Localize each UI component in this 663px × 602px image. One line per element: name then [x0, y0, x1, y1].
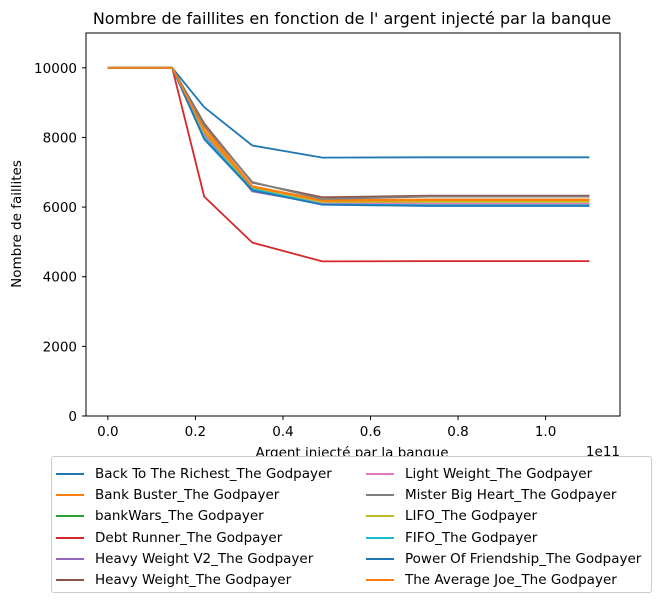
x-tick-label: 0.4: [272, 424, 293, 440]
x-tick-label: 0.0: [97, 424, 118, 440]
legend-item: The Average Joe_The Godpayer: [366, 570, 617, 590]
y-tick-label: 4000: [43, 270, 77, 286]
y-tick-label: 0: [68, 409, 77, 425]
legend-label: bankWars_The Godpayer: [95, 508, 264, 525]
legend-item: Heavy Weight V2_The Godpayer: [56, 549, 313, 569]
x-axis-ticks: 0.0 0.2 0.4 0.6 0.8 1.0: [97, 416, 556, 440]
y-tick-label: 6000: [43, 200, 77, 216]
legend-item: Power Of Friendship_The Godpayer: [366, 549, 641, 569]
x-tick-label: 0.8: [447, 424, 468, 440]
legend-swatch: [56, 494, 84, 497]
legend-swatch: [366, 494, 394, 497]
legend-label: Light Weight_The Godpayer: [405, 466, 593, 482]
series-line-9: [107, 66, 590, 203]
legend-swatch: [56, 515, 84, 518]
x-tick-label: 0.6: [360, 424, 381, 440]
legend-item: FIFO_The Godpayer: [366, 528, 537, 548]
legend-item: bankWars_The Godpayer: [56, 506, 264, 526]
y-axis-ticks: 0 2000 4000 6000 8000 10000: [34, 61, 86, 425]
legend-swatch: [56, 536, 84, 539]
legend-label: The Average Joe_The Godpayer: [405, 572, 617, 588]
legend-swatch: [366, 557, 394, 560]
series-line-3: [107, 66, 590, 206]
chart-title: Nombre de faillites en fonction de l' ar…: [93, 9, 611, 28]
legend-label: Heavy Weight V2_The Godpayer: [95, 550, 314, 567]
legend-label: FIFO_The Godpayer: [405, 529, 538, 546]
y-tick-label: 10000: [34, 61, 77, 77]
legend-swatch: [56, 473, 84, 475]
y-axis-label: Nombre de faillites: [9, 160, 25, 288]
legend-swatch: [366, 536, 394, 539]
series-line-11: [107, 66, 590, 207]
legend-item: Back To The Richest_The Godpayer: [56, 464, 332, 484]
legend-label: Heavy Weight_The Godpayer: [95, 572, 292, 588]
series-lines: [107, 66, 590, 263]
legend-label: Back To The Richest_The Godpayer: [95, 466, 332, 482]
legend-item: Bank Buster_The Godpayer: [56, 485, 279, 505]
legend-label: Mister Big Heart_The Godpayer: [405, 487, 617, 504]
legend-label: Debt Runner_The Godpayer: [95, 529, 283, 546]
legend-item: Mister Big Heart_The Godpayer: [366, 485, 616, 505]
series-line-7: [107, 66, 590, 205]
y-tick-label: 2000: [43, 339, 77, 355]
legend-swatch: [366, 515, 394, 518]
legend-swatch: [366, 473, 394, 475]
series-line-10: [107, 66, 590, 207]
legend-swatch: [56, 557, 84, 560]
y-tick-label: 8000: [43, 130, 77, 146]
legend-label: Power Of Friendship_The Godpayer: [405, 550, 642, 567]
legend-swatch: [56, 579, 84, 581]
x-tick-label: 0.2: [185, 424, 206, 440]
legend-item: Debt Runner_The Godpayer: [56, 528, 282, 548]
plot-area: [85, 32, 621, 417]
series-line-4: [107, 66, 590, 263]
legend-item: Light Weight_The Godpayer: [366, 464, 592, 484]
series-line-12: [107, 66, 590, 202]
x-tick-label: 1.0: [535, 424, 556, 440]
legend-item: LIFO_The Godpayer: [366, 506, 537, 526]
legend-label: Bank Buster_The Godpayer: [95, 487, 280, 504]
legend-item: Heavy Weight_The Godpayer: [56, 570, 291, 590]
legend-swatch: [366, 579, 394, 581]
series-line-5: [107, 66, 590, 206]
legend-label: LIFO_The Godpayer: [405, 508, 538, 525]
legend: Back To The Richest_The Godpayer Bank Bus…: [51, 456, 652, 593]
